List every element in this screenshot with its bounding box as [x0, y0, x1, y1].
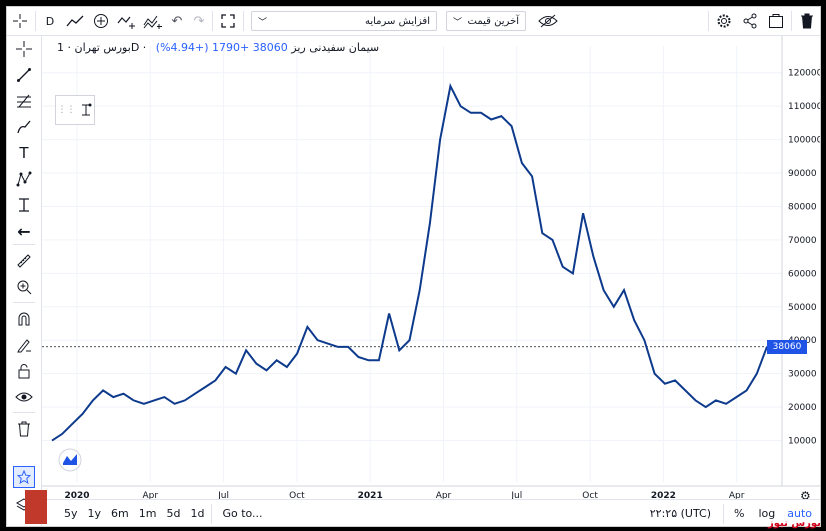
symbol-title: بورس تهران · 1D · سیمان سفیدنی ریز: [57, 41, 380, 54]
fullscreen-icon[interactable]: [215, 7, 241, 35]
y-tick-label: 80000: [788, 202, 817, 212]
range-button-5d[interactable]: 5d: [166, 507, 181, 520]
chevron-down-icon: ﹀: [258, 17, 268, 28]
y-tick-label: 70000: [788, 236, 817, 246]
price-type-label: آخرین قیمت: [467, 15, 519, 27]
crosshair-icon[interactable]: [7, 7, 33, 35]
site-logo: [25, 490, 47, 524]
measure-range-icon[interactable]: [7, 194, 41, 216]
share-icon[interactable]: [737, 7, 763, 35]
separator: [723, 503, 724, 524]
brush-icon[interactable]: [7, 116, 41, 138]
separator: [13, 244, 35, 245]
magnet-icon[interactable]: [7, 308, 41, 330]
separator: [243, 11, 244, 31]
x-tick-label: Oct: [582, 491, 598, 499]
capital-increase-label: افزایش سرمایه: [364, 15, 430, 27]
drag-handle-icon[interactable]: ⋮⋮: [57, 105, 76, 115]
watermark: بورس نیوز: [768, 518, 821, 529]
range-button-1m[interactable]: 1m: [138, 507, 157, 520]
separator: [708, 11, 709, 31]
separator: [212, 11, 213, 31]
price-change: 38060 +1790 (+4.94%): [155, 41, 288, 54]
star-favorite-icon[interactable]: [13, 466, 35, 488]
bottom-toolbar: 5y 1y 6m 1m 5d 1d Go to... ۲۲:۲۵ (UTC) % log …: [41, 499, 820, 526]
x-tick-label: 2020: [64, 491, 89, 499]
fib-retracement-icon[interactable]: [7, 90, 41, 112]
range-buttons: 5y 1y 6m 1m 5d 1d: [59, 507, 209, 520]
price-chart[interactable]: 1000020000300004000050000600007000080000…: [42, 36, 820, 499]
redo-icon[interactable]: ↷: [193, 13, 205, 29]
arrow-left-icon[interactable]: ←: [17, 221, 31, 241]
screenshot-icon[interactable]: [763, 7, 789, 35]
x-tick-label: Jul: [217, 491, 229, 499]
eye-off-icon[interactable]: [530, 7, 566, 35]
price-type-dropdown-wrap: آخرین قیمت ﹀: [442, 7, 530, 35]
separator: [35, 11, 36, 31]
compare-icon[interactable]: [114, 7, 140, 35]
percent-toggle[interactable]: %: [734, 507, 745, 520]
range-button-5y[interactable]: 5y: [64, 507, 78, 520]
x-tick-label: 2022: [651, 491, 676, 499]
interval-button[interactable]: D: [45, 14, 55, 28]
trash-icon[interactable]: [7, 418, 41, 440]
log-toggle[interactable]: log: [758, 507, 776, 520]
x-tick-label: 2021: [358, 491, 383, 499]
drawing-mode-icon[interactable]: [7, 334, 41, 356]
add-indicator-icon[interactable]: [88, 7, 114, 35]
goto-button[interactable]: Go to...: [222, 507, 263, 520]
measure-range-icon: [81, 103, 91, 116]
separator: [13, 412, 35, 413]
x-tick-label: Oct: [289, 491, 305, 499]
x-tick-label: Jul: [510, 491, 522, 499]
range-button-6m[interactable]: 6m: [111, 507, 129, 520]
range-button-1y[interactable]: 1y: [87, 507, 102, 520]
crosshair-icon[interactable]: [7, 38, 41, 60]
y-tick-label: 110000: [788, 102, 820, 112]
x-tick-label: Apr: [143, 491, 159, 499]
separator: [791, 11, 792, 31]
price-series-line: [51, 83, 768, 442]
settings-icon[interactable]: [711, 7, 737, 35]
drawing-handle-box[interactable]: ⋮⋮: [55, 95, 95, 125]
text-tool-icon[interactable]: T: [19, 144, 29, 162]
y-tick-label: 100000: [788, 136, 820, 146]
trend-line-icon[interactable]: [7, 64, 41, 86]
chart-type-icon[interactable]: [58, 448, 82, 472]
capital-increase-dropdown[interactable]: افزایش سرمایه ﹀: [251, 11, 437, 31]
lock-icon[interactable]: [7, 360, 41, 382]
range-button-1d[interactable]: 1d: [190, 507, 205, 520]
ruler-icon[interactable]: [7, 250, 41, 272]
price-type-dropdown[interactable]: آخرین قیمت ﹀: [446, 11, 526, 31]
chart-window: D ↶ ↷ افزایش سرمایه ﹀ آخرین قیمت: [6, 6, 821, 527]
y-tick-label: 30000: [788, 370, 817, 380]
x-tick-label: Apr: [729, 491, 745, 499]
auto-toggle[interactable]: auto: [787, 507, 812, 520]
pattern-icon[interactable]: [7, 168, 41, 190]
x-tick-label: Apr: [436, 491, 452, 499]
indicators-icon[interactable]: [140, 7, 166, 35]
trash-icon[interactable]: [794, 7, 820, 35]
chart-legend: بورس تهران · 1D · سیمان سفیدنی ریز 38060…: [57, 41, 379, 54]
y-tick-label: 90000: [788, 169, 817, 179]
time-display: ۲۲:۲۵ (UTC): [649, 507, 711, 520]
eye-icon[interactable]: [7, 386, 41, 408]
capital-increase-dropdown-wrap: افزایش سرمایه ﹀: [246, 7, 442, 35]
separator: [13, 302, 35, 303]
drawing-toolbar: T ←: [7, 36, 42, 526]
chevron-down-icon: ﹀: [453, 17, 463, 28]
y-tick-label: 20000: [788, 403, 817, 413]
y-tick-label: 60000: [788, 269, 817, 279]
separator: [211, 503, 213, 524]
line-chart-icon[interactable]: [62, 7, 88, 35]
zoom-in-icon[interactable]: [7, 276, 41, 298]
y-tick-label: 50000: [788, 303, 817, 313]
settings-icon[interactable]: ⚙: [800, 489, 811, 499]
top-toolbar: D ↶ ↷ افزایش سرمایه ﹀ آخرین قیمت: [7, 7, 820, 36]
last-price-badge: 38060: [767, 339, 807, 354]
y-tick-label: 10000: [788, 437, 817, 447]
undo-icon[interactable]: ↶: [171, 13, 183, 29]
y-tick-label: 120000: [788, 69, 820, 79]
